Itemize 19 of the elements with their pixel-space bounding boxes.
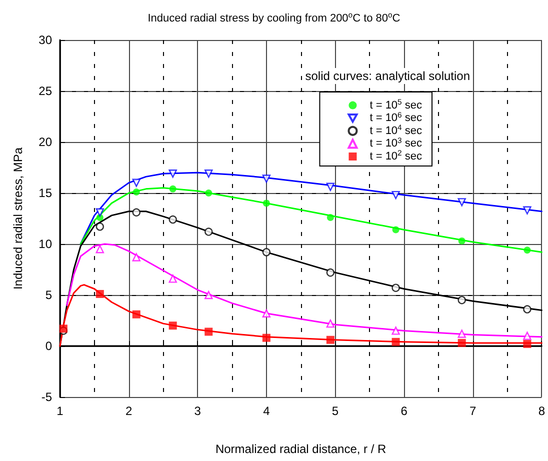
y-axis-title: Induced radial stress, MPa bbox=[11, 147, 25, 290]
y-tick-label: -5 bbox=[41, 390, 52, 404]
y-tick-label: 5 bbox=[45, 288, 52, 302]
x-tick-label: 1 bbox=[56, 404, 64, 418]
x-tick-label: 2 bbox=[125, 404, 132, 418]
x-tick-label: 5 bbox=[332, 404, 339, 418]
x-tick-label: 7 bbox=[470, 404, 477, 418]
x-tick-label: 3 bbox=[194, 404, 202, 418]
y-tick-label: 0 bbox=[45, 339, 52, 353]
y-tick-label: 30 bbox=[38, 33, 52, 47]
x-axis-title: Normalized radial distance, r / R bbox=[215, 442, 387, 456]
y-tick-label: 20 bbox=[38, 135, 52, 149]
y-tick-label: 15 bbox=[38, 186, 52, 200]
y-tick-label: 25 bbox=[38, 84, 52, 98]
annotation: solid curves: analytical solution bbox=[305, 69, 470, 83]
y-tick-label: 10 bbox=[38, 237, 52, 251]
x-tick-label: 4 bbox=[263, 404, 270, 418]
x-tick-label: 6 bbox=[400, 404, 408, 418]
x-tick-label: 8 bbox=[538, 404, 546, 418]
